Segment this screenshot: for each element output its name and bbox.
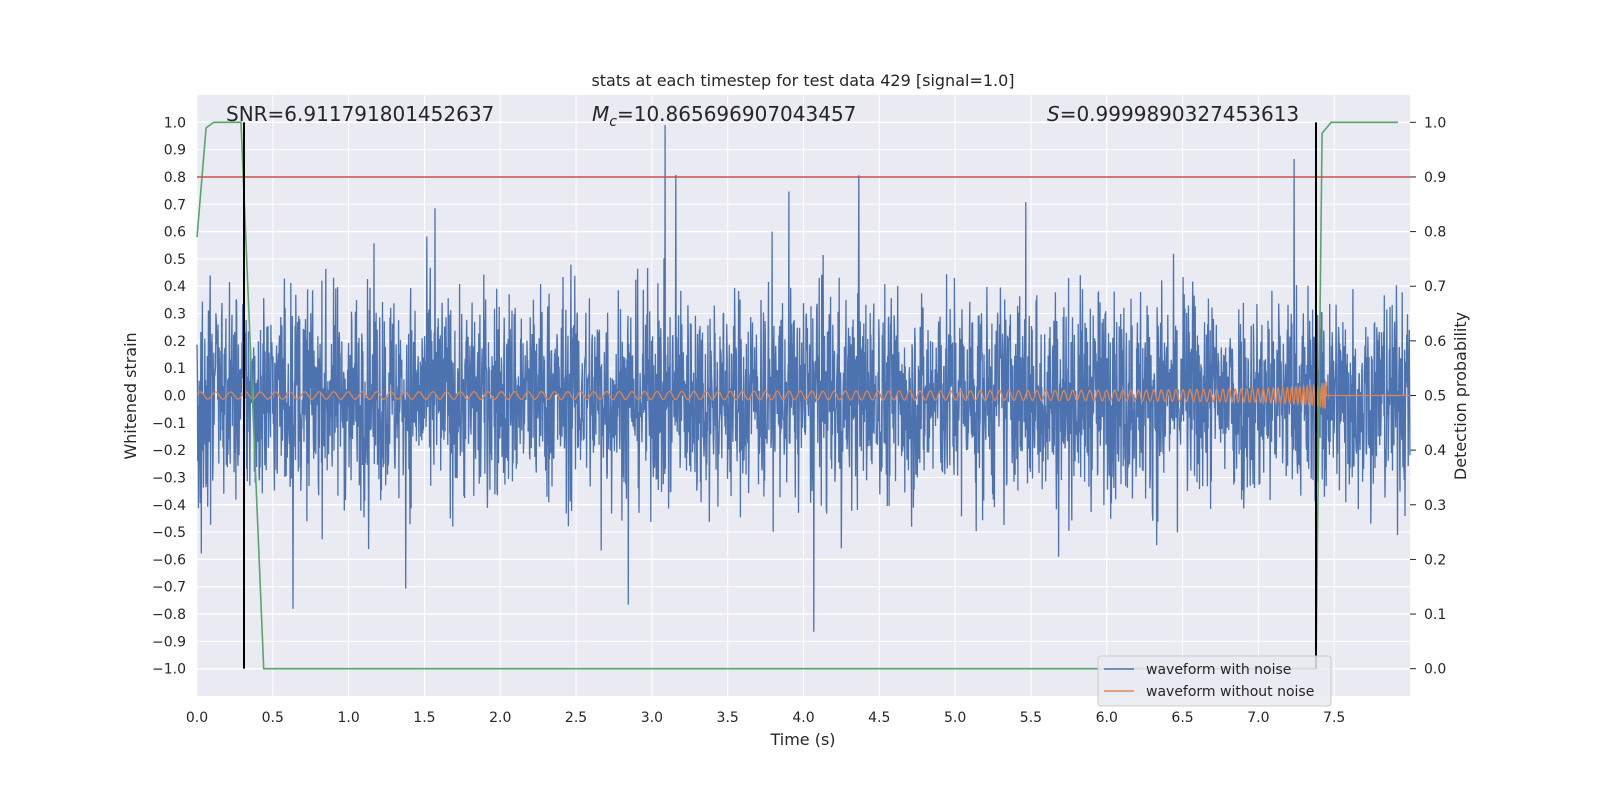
y-tick-label: −0.8 xyxy=(152,607,186,623)
x-tick-label: 4.5 xyxy=(868,710,890,726)
y-right-tick-label: 0.4 xyxy=(1424,443,1446,459)
left-axis-ticks: 1.0 0.9 0.8 0.7 0.6 0.5 0.4 0.3 0.2 0.1 0.0 −0.1 −0.… xyxy=(152,115,186,677)
x-axis-label: Time (s) xyxy=(769,730,835,749)
y-right-tick-label: 0.6 xyxy=(1424,334,1446,350)
snr-annotation: SNR=6.911791801452637 xyxy=(226,102,494,126)
y-tick-label: 0.4 xyxy=(164,279,186,295)
y-right-tick-label: 0.3 xyxy=(1424,498,1446,514)
vertical-markers xyxy=(243,122,1317,669)
mc-annotation: Mc=10.865696907043457 xyxy=(592,102,856,130)
y-right-tick-label: 0.5 xyxy=(1424,389,1446,405)
y-tick-label: 0.2 xyxy=(164,334,186,350)
x-tick-label: 0.0 xyxy=(186,710,208,726)
probability-line xyxy=(196,121,1398,670)
x-tick-label: 2.5 xyxy=(565,710,587,726)
y-axis-label: Whitened strain xyxy=(121,332,140,459)
x-tick-label: 3.5 xyxy=(717,710,739,726)
x-tick-label: 1.0 xyxy=(337,710,359,726)
y-right-tick-label: 1.0 xyxy=(1424,115,1446,131)
y-axis-right-label: Detection probability xyxy=(1451,312,1470,480)
clean-waveform-line xyxy=(196,381,1410,409)
x-tick-label: 0.5 xyxy=(262,710,284,726)
y-tick-label: 0.3 xyxy=(164,307,186,323)
y-tick-label: −1.0 xyxy=(152,662,186,678)
y-tick-label: 0.6 xyxy=(164,225,186,241)
y-tick-label: −0.9 xyxy=(152,634,186,650)
y-tick-label: 0.7 xyxy=(164,197,186,213)
x-tick-label: 6.0 xyxy=(1096,710,1118,726)
y-tick-label: −0.5 xyxy=(152,525,186,541)
series-waveform-with-noise xyxy=(196,125,1411,632)
y-right-tick-label: 0.0 xyxy=(1424,662,1446,678)
y-tick-label: 1.0 xyxy=(164,115,186,131)
x-tick-label: 6.5 xyxy=(1171,710,1193,726)
x-tick-label: 7.5 xyxy=(1323,710,1345,726)
x-tick-label: 5.0 xyxy=(944,710,966,726)
legend-label-clean: waveform without noise xyxy=(1146,684,1314,700)
y-tick-label: −0.4 xyxy=(152,498,186,514)
y-tick-label: −0.6 xyxy=(152,552,186,568)
x-axis-ticks: 0.0 0.5 1.0 1.5 2.0 2.5 3.0 3.5 4.0 4.5 5.0 5.5 6.0 6… xyxy=(186,710,1345,726)
series-detection-probability xyxy=(196,121,1398,670)
mc-symbol: M xyxy=(592,102,609,126)
y-right-tick-label: 0.8 xyxy=(1424,225,1446,241)
s-value: =0.9999890327453613 xyxy=(1060,102,1299,126)
x-tick-label: 1.5 xyxy=(413,710,435,726)
legend: waveform with noise waveform without noi… xyxy=(1097,655,1332,707)
y-tick-label: 0.5 xyxy=(164,252,186,268)
x-tick-label: 7.0 xyxy=(1247,710,1269,726)
y-right-tick-label: 0.2 xyxy=(1424,552,1446,568)
x-tick-label: 4.0 xyxy=(792,710,814,726)
legend-label-noise: waveform with noise xyxy=(1146,662,1291,678)
y-right-tick-label: 0.1 xyxy=(1424,607,1446,623)
y-tick-label: 0.0 xyxy=(164,389,186,405)
y-tick-label: 0.8 xyxy=(164,170,186,186)
series-waveform-without-noise xyxy=(196,381,1410,409)
y-tick-label: −0.3 xyxy=(152,470,186,486)
mc-value: =10.865696907043457 xyxy=(617,102,856,126)
s-symbol: S xyxy=(1047,102,1060,126)
noise-waveform-line xyxy=(196,125,1411,632)
y-tick-label: −0.1 xyxy=(152,416,186,432)
y-tick-label: −0.2 xyxy=(152,443,186,459)
x-tick-label: 3.0 xyxy=(641,710,663,726)
y-right-tick-label: 0.9 xyxy=(1424,170,1446,186)
mc-subscript: c xyxy=(609,114,617,130)
s-annotation: S=0.9999890327453613 xyxy=(1047,102,1299,126)
x-tick-label: 5.5 xyxy=(1020,710,1042,726)
x-tick-label: 2.0 xyxy=(489,710,511,726)
chart-title: stats at each timestep for test data 429… xyxy=(591,71,1014,90)
y-tick-label: 0.9 xyxy=(164,143,186,159)
legend-box xyxy=(1097,655,1332,707)
y-right-tick-label: 0.7 xyxy=(1424,279,1446,295)
y-tick-label: −0.7 xyxy=(152,580,186,596)
right-axis-ticks: 1.0 0.9 0.8 0.7 0.6 0.5 0.4 0.3 0.2 0.1 0.0 xyxy=(1410,115,1446,678)
y-tick-label: 0.1 xyxy=(164,361,186,377)
